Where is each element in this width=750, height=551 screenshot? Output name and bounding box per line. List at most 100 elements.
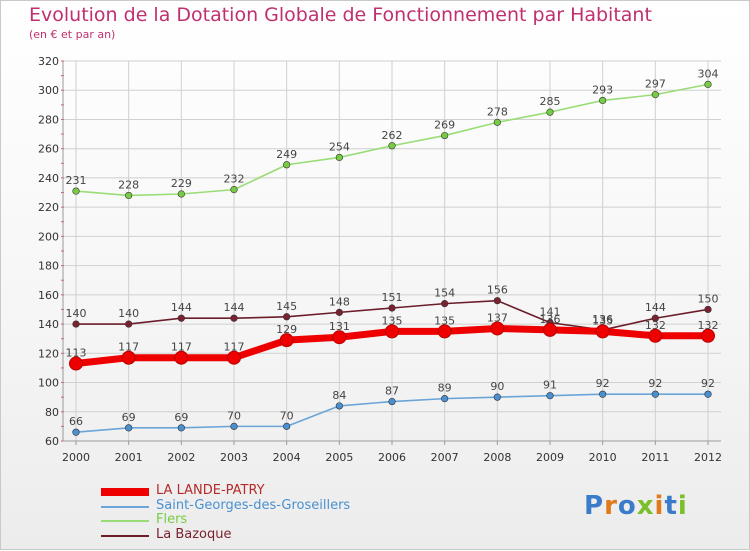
chart-title: Evolution de la Dotation Globale de Fonc… [29,4,652,26]
data-label: 87 [385,385,399,398]
data-label: 140 [118,307,139,320]
data-label: 297 [645,78,666,91]
data-label: 69 [174,411,188,424]
chart-subtitle: (en € et par an) [29,28,116,41]
x-tick-label: 2011 [641,451,669,464]
data-point [599,96,607,105]
legend-label: LA LANDE-PATRY [156,483,265,498]
legend-label: Saint-Georges-des-Groseillers [156,497,351,513]
data-label: 132 [698,319,719,332]
data-point [69,356,83,371]
x-tick-label: 2002 [167,451,195,464]
data-point [230,422,238,430]
data-label: 156 [487,284,508,297]
data-label: 92 [596,377,610,390]
legend-swatch [101,520,149,522]
data-label: 154 [434,287,455,300]
legend-label: Flers [156,512,188,527]
data-label: 70 [227,409,241,422]
data-point [332,330,347,345]
data-point [648,328,663,343]
data-label: 285 [540,95,561,108]
data-point [72,187,80,195]
data-point [388,397,396,406]
data-point [177,190,185,198]
data-label: 92 [701,377,715,390]
data-point [388,304,396,312]
data-label: 135 [382,314,403,327]
data-label: 151 [382,291,403,304]
data-label: 117 [171,341,192,354]
x-tick-label: 2012 [694,451,722,464]
x-tick-label: 2001 [115,451,143,464]
data-point [125,424,133,432]
data-label: 137 [487,311,508,324]
data-label: 92 [648,377,662,390]
legend-swatch [101,488,149,496]
data-label: 269 [434,119,455,132]
data-point [388,142,396,150]
data-label: 136 [540,313,561,326]
data-label: 144 [645,301,666,314]
data-point [651,390,659,398]
x-tick-label: 2005 [325,451,353,464]
data-label: 141 [540,306,561,319]
proxiti-logo: Proxiti [584,491,688,521]
data-point [230,186,238,194]
data-label: 113 [66,347,87,360]
data-point [704,80,712,88]
data-point [493,393,501,401]
data-point [441,300,449,308]
data-label: 304 [698,67,719,80]
data-point [72,428,80,436]
axis-layer: 60 80 100 120 140 160 180 200 220 240 260 280 300 320… [38,55,722,464]
y-tick-label: 60 [45,435,59,448]
data-label: 84 [332,389,346,402]
data-point [493,118,501,126]
data-label: 228 [118,178,139,191]
y-tick-label: 180 [38,260,59,273]
data-point [174,350,189,365]
legend-label: La Bazoque [156,526,232,542]
data-point [437,324,452,339]
data-label: 144 [224,301,245,314]
data-label: 91 [543,379,557,392]
x-tick-label: 2000 [62,451,90,464]
y-tick-label: 240 [38,172,59,185]
data-point [546,108,554,116]
x-tick-label: 2007 [431,451,459,464]
data-label: 144 [171,301,192,314]
data-point [227,350,241,365]
x-tick-label: 2008 [483,451,511,464]
data-label: 140 [66,307,87,320]
data-point [335,308,343,316]
data-point [701,328,715,343]
x-tick-label: 2006 [378,451,406,464]
data-label: 232 [224,173,245,186]
data-point [72,320,80,328]
y-tick-label: 220 [38,201,59,214]
data-label: 89 [438,382,452,395]
data-label: 66 [69,415,83,428]
data-label: 249 [276,148,297,161]
data-label: 70 [280,409,294,422]
data-point [546,392,554,400]
data-label: 150 [698,292,719,305]
data-label: 229 [171,177,192,190]
data-point [125,191,133,200]
x-tick-label: 2009 [536,451,564,464]
legend-swatch [101,505,149,508]
data-point [651,91,659,99]
data-label: 278 [487,105,508,118]
data-point [121,350,136,365]
data-point [335,402,343,410]
data-point [335,153,343,162]
data-label: 129 [276,323,297,336]
x-tick-label: 2003 [220,451,248,464]
data-point [493,297,501,305]
y-tick-label: 160 [38,289,59,302]
y-tick-label: 260 [38,143,59,156]
y-tick-label: 140 [38,318,59,331]
data-label: 135 [434,314,455,327]
